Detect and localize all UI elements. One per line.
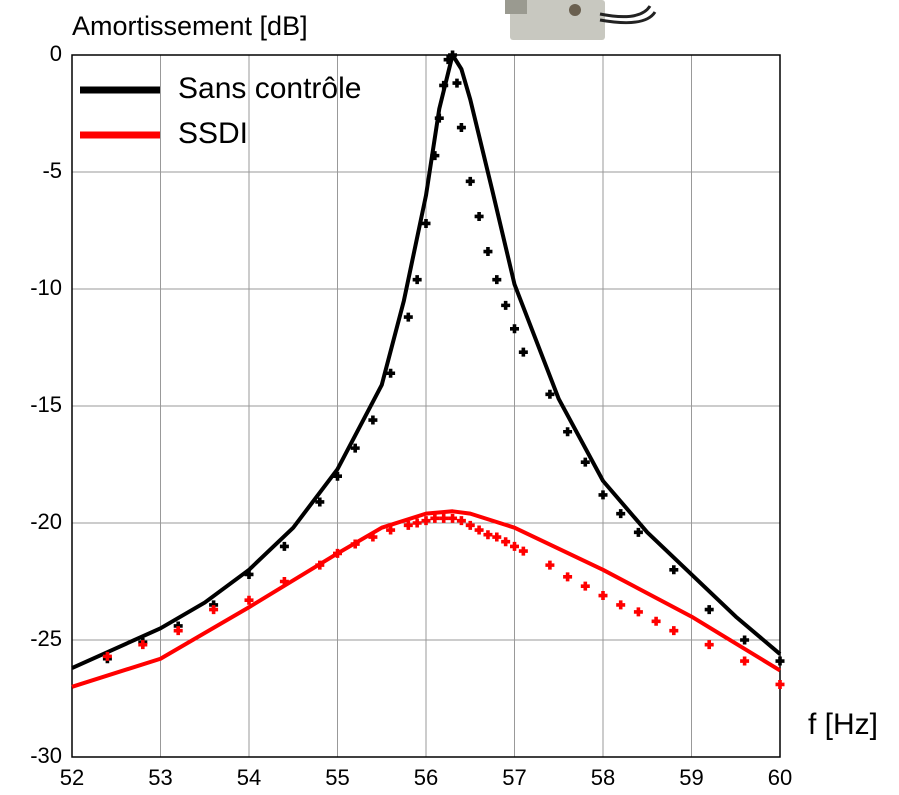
x-tick-label: 60 <box>768 765 792 790</box>
data-marker <box>403 312 413 322</box>
data-marker <box>368 532 378 542</box>
data-marker <box>173 621 183 631</box>
y-tick-label: -25 <box>30 626 62 651</box>
x-tick-label: 53 <box>148 765 172 790</box>
data-marker <box>452 78 462 88</box>
data-marker <box>209 605 219 615</box>
data-marker <box>704 605 714 615</box>
data-marker <box>704 640 714 650</box>
data-marker <box>740 635 750 645</box>
x-tick-label: 59 <box>679 765 703 790</box>
data-marker <box>775 656 785 666</box>
data-marker <box>315 497 325 507</box>
data-marker <box>421 516 431 526</box>
data-marker <box>563 572 573 582</box>
data-marker <box>333 548 343 558</box>
data-marker <box>430 151 440 161</box>
y-tick-label: -5 <box>42 158 62 183</box>
data-marker <box>279 577 289 586</box>
data-marker <box>434 113 444 123</box>
data-marker <box>580 581 590 591</box>
data-marker <box>443 55 453 65</box>
data-marker <box>333 471 343 481</box>
legend-label: SSDI <box>178 117 248 150</box>
data-marker <box>465 176 475 186</box>
plot-frame <box>71 54 781 758</box>
data-marker <box>439 513 449 523</box>
y-tick-label: -30 <box>30 743 62 768</box>
data-marker <box>598 591 608 601</box>
data-marker <box>510 541 519 551</box>
data-marker <box>598 490 608 500</box>
data-marker <box>430 513 440 523</box>
data-marker <box>501 537 511 547</box>
data-marker <box>518 347 528 357</box>
x-tick-label: 57 <box>502 765 526 790</box>
data-marker <box>492 532 502 542</box>
data-marker <box>492 275 502 285</box>
data-marker <box>138 640 148 650</box>
data-marker <box>412 275 422 285</box>
data-marker <box>386 368 396 378</box>
data-marker <box>669 626 679 636</box>
data-marker <box>740 656 750 666</box>
x-tick-label: 55 <box>325 765 349 790</box>
data-marker <box>315 560 325 570</box>
data-marker <box>456 516 466 526</box>
x-tick-label: 58 <box>591 765 615 790</box>
data-marker <box>244 595 254 605</box>
data-marker <box>456 123 466 133</box>
data-marker <box>448 50 458 60</box>
data-marker <box>474 525 484 535</box>
data-marker <box>209 600 219 610</box>
data-marker <box>501 300 511 310</box>
data-marker <box>563 427 573 437</box>
y-tick-label: -10 <box>30 275 62 300</box>
data-line <box>71 509 782 689</box>
y-tick-label: -20 <box>30 509 62 534</box>
data-marker <box>173 626 183 636</box>
data-marker <box>616 600 626 610</box>
data-marker <box>350 539 360 549</box>
data-marker <box>386 525 396 535</box>
data-marker <box>669 565 679 575</box>
data-marker <box>474 211 484 221</box>
data-marker <box>510 324 519 334</box>
data-marker <box>279 541 289 551</box>
x-tick-label: 54 <box>237 765 261 790</box>
y-tick-label: -15 <box>30 392 62 417</box>
data-marker <box>545 389 555 399</box>
y-tick-label: 0 <box>50 41 62 66</box>
data-marker <box>483 247 493 257</box>
data-marker <box>421 218 431 228</box>
data-marker <box>518 546 528 556</box>
data-marker <box>633 527 643 537</box>
data-marker <box>545 560 555 570</box>
data-marker <box>403 520 413 530</box>
photo-fragment <box>505 0 657 40</box>
data-marker <box>412 518 422 528</box>
data-marker <box>483 530 493 540</box>
data-marker <box>102 651 112 661</box>
x-tick-label: 52 <box>60 765 84 790</box>
data-marker <box>633 607 643 617</box>
legend-label: Sans contrôle <box>178 72 361 105</box>
data-marker <box>616 509 626 519</box>
data-marker <box>775 679 785 689</box>
x-tick-label: 56 <box>414 765 438 790</box>
data-marker <box>465 520 475 530</box>
data-marker <box>651 616 661 626</box>
data-marker <box>580 457 590 467</box>
data-marker <box>350 443 360 453</box>
y-axis-label: Amortissement [dB] <box>72 11 308 41</box>
data-marker <box>448 513 458 523</box>
x-axis-label: f [Hz] <box>808 708 878 741</box>
data-marker <box>244 569 254 579</box>
data-marker <box>439 80 449 90</box>
data-marker <box>368 415 378 425</box>
